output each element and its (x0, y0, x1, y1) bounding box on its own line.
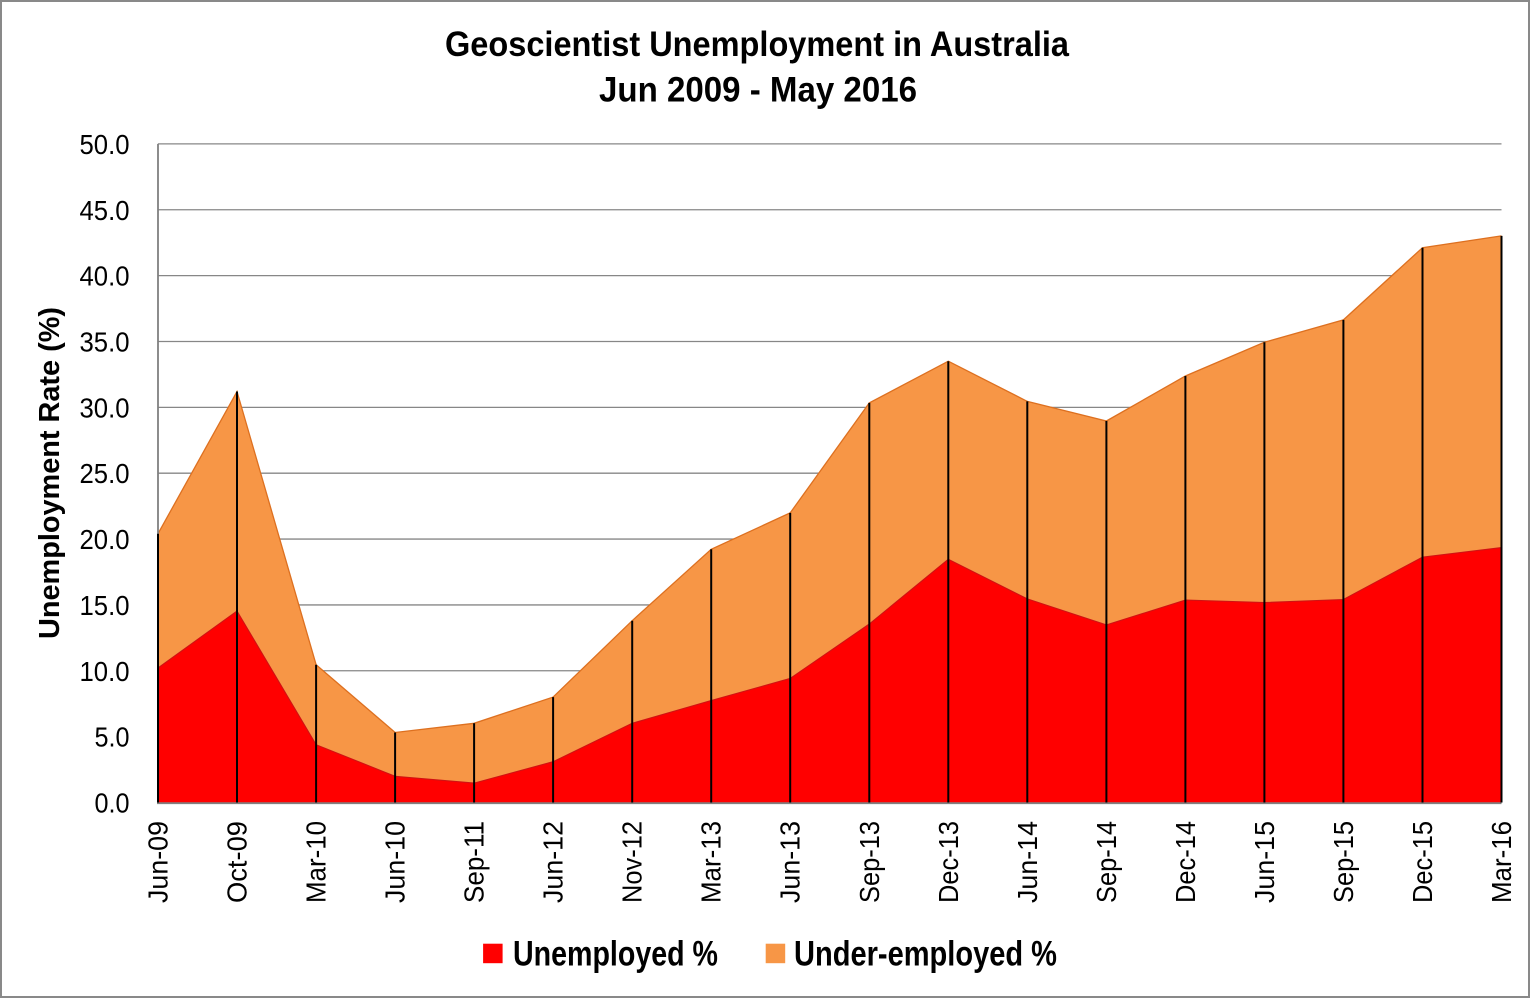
svg-text:25.0: 25.0 (80, 458, 130, 489)
svg-text:Jun-15: Jun-15 (1249, 821, 1280, 903)
svg-text:20.0: 20.0 (80, 524, 130, 555)
svg-text:Nov-12: Nov-12 (617, 821, 648, 903)
svg-text:Jun-14: Jun-14 (1012, 821, 1043, 903)
svg-text:40.0: 40.0 (80, 261, 130, 292)
svg-text:Sep-14: Sep-14 (1091, 821, 1122, 903)
svg-text:35.0: 35.0 (80, 327, 130, 358)
svg-text:Unemployment Rate (%): Unemployment Rate (%) (34, 307, 66, 639)
svg-text:0.0: 0.0 (95, 788, 130, 819)
svg-text:Oct-09: Oct-09 (222, 821, 253, 903)
svg-text:5.0: 5.0 (95, 722, 130, 753)
svg-text:30.0: 30.0 (80, 392, 130, 423)
svg-text:Under-employed %: Under-employed % (794, 934, 1057, 973)
svg-text:Jun-09: Jun-09 (143, 821, 174, 903)
svg-text:Geoscientist Unemployment in A: Geoscientist Unemployment in Australia (445, 25, 1069, 64)
svg-text:Mar-13: Mar-13 (696, 821, 727, 903)
svg-text:Jun-13: Jun-13 (775, 821, 806, 903)
svg-text:Jun-12: Jun-12 (538, 821, 569, 903)
svg-text:Mar-10: Mar-10 (301, 821, 332, 903)
svg-text:Jun 2009 - May 2016: Jun 2009 - May 2016 (599, 71, 917, 110)
svg-text:Jun-10: Jun-10 (380, 821, 411, 903)
svg-text:Sep-11: Sep-11 (459, 821, 490, 903)
svg-text:Dec-13: Dec-13 (933, 821, 964, 903)
svg-text:50.0: 50.0 (80, 129, 130, 160)
svg-text:Sep-15: Sep-15 (1328, 821, 1359, 903)
svg-text:Dec-15: Dec-15 (1407, 821, 1438, 903)
svg-text:Sep-13: Sep-13 (854, 821, 885, 903)
svg-text:10.0: 10.0 (80, 656, 130, 687)
svg-text:45.0: 45.0 (80, 195, 130, 226)
svg-text:Dec-14: Dec-14 (1170, 821, 1201, 903)
svg-text:Mar-16: Mar-16 (1486, 821, 1517, 903)
svg-text:Unemployed %: Unemployed % (513, 934, 718, 973)
svg-text:15.0: 15.0 (80, 590, 130, 621)
